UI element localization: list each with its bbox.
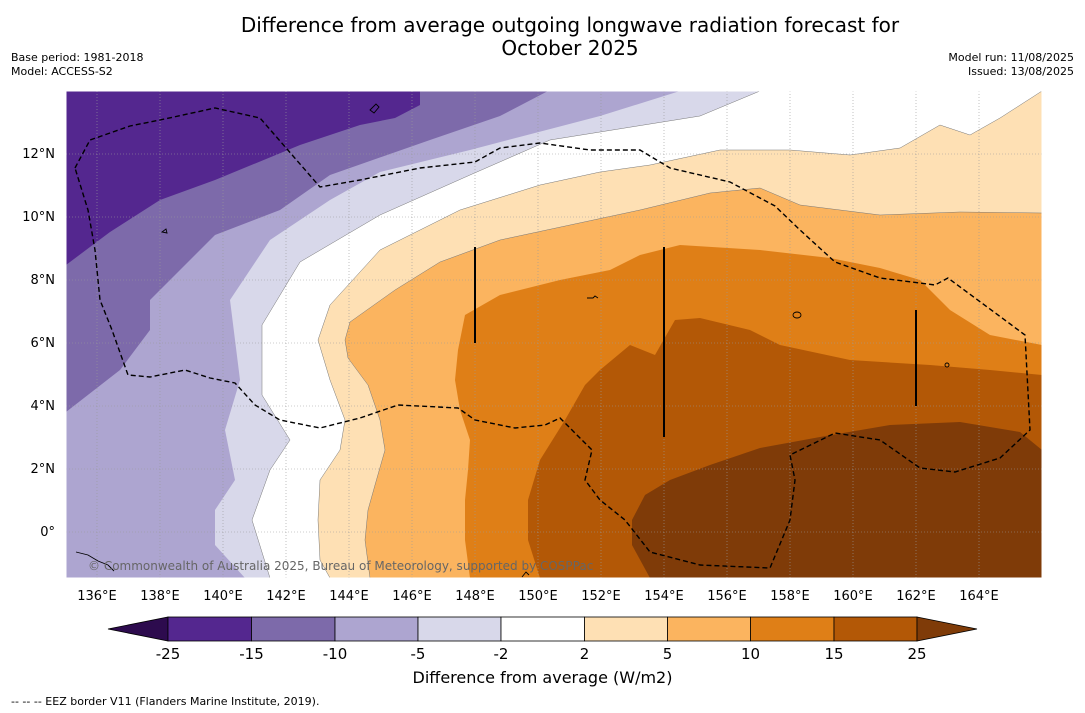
lon-tick-labels: 136°E 138°E 140°E 142°E 144°E 146°E 148°… (77, 589, 999, 604)
eez-border (74, 107, 1031, 569)
meta-right: Model run: 11/08/2025 Issued: 13/08/2025 (948, 51, 1074, 79)
lon-tick-label: 136°E (77, 589, 117, 604)
contour-band-neg-15-to-neg-25 (66, 91, 420, 265)
lon-tick-label: 146°E (392, 589, 432, 604)
contour-edges (251, 91, 1042, 578)
lon-tick-label: 142°E (266, 589, 306, 604)
lon-tick-label: 154°E (644, 589, 684, 604)
colorbar-tick-label: 10 (741, 645, 760, 663)
contour-band-above-25 (632, 422, 1042, 578)
lon-tick-label: 160°E (833, 589, 873, 604)
base-period: Base period: 1981-2018 (11, 51, 144, 64)
meta-left: Base period: 1981-2018 Model: ACCESS-S2 (11, 51, 143, 79)
colorbar-tick-label: 25 (907, 645, 926, 663)
colorbar-tick-label: -2 (494, 645, 509, 663)
lon-tick-label: 156°E (707, 589, 747, 604)
model-run: Model run: 11/08/2025 (948, 51, 1074, 64)
colorbar-tick-label: 5 (663, 645, 673, 663)
title-line-1: Difference from average outgoing longwav… (240, 13, 900, 37)
colorbar-title: Difference from average (W/m2) (412, 668, 673, 687)
chart-title: Difference from average outgoing longwav… (150, 14, 990, 60)
vertical-markers (474, 247, 917, 437)
map-frame (65, 90, 1043, 579)
gridlines (66, 91, 1042, 578)
eez-legend-footnote: -- -- -- EEZ border V11 (Flanders Marine… (11, 695, 320, 708)
colorbar-bin (667, 616, 751, 642)
colorbar-bin (500, 616, 585, 642)
colorbar-tick-label: -25 (156, 645, 181, 663)
lon-tick-label: 144°E (329, 589, 369, 604)
islands (75, 103, 950, 578)
colorbar: -25 -15 -10 -5 -2 2 5 10 15 25 (107, 616, 978, 663)
issued-date: Issued: 13/08/2025 (967, 65, 1074, 78)
lat-tick-label: 12°N (22, 147, 55, 162)
colorbar-ticks: -25 -15 -10 -5 -2 2 5 10 15 25 (156, 645, 927, 663)
colorbar-tick-label: 2 (580, 645, 590, 663)
lat-tick-label: 4°N (31, 399, 56, 414)
copyright-notice: © Commonwealth of Australia 2025, Bureau… (88, 559, 593, 573)
colorbar-bin (167, 616, 252, 642)
colorbar-tick-label: 15 (824, 645, 843, 663)
colorbar-bin (833, 616, 918, 642)
map-plot-area: © Commonwealth of Australia 2025, Bureau… (66, 91, 1042, 578)
lat-tick-label: 6°N (31, 336, 56, 351)
colorbar-bin (750, 616, 835, 642)
colorbar-extend-low (107, 616, 169, 642)
lon-tick-label: 164°E (959, 589, 999, 604)
lon-tick-label: 152°E (581, 589, 621, 604)
colorbar-bin (251, 616, 336, 642)
lat-tick-label: 8°N (31, 273, 56, 288)
colorbar-tick-label: -15 (239, 645, 264, 663)
lon-tick-label: 140°E (203, 589, 243, 604)
lat-tick-label: 2°N (31, 462, 56, 477)
lon-tick-label: 150°E (518, 589, 558, 604)
lat-tick-labels: 12°N 10°N 8°N 6°N 4°N 2°N 0° (22, 147, 55, 540)
lat-tick-label: 0° (40, 525, 55, 540)
colorbar-extend-high (916, 616, 978, 642)
lon-tick-label: 148°E (455, 589, 495, 604)
lon-tick-label: 162°E (896, 589, 936, 604)
lon-tick-label: 158°E (770, 589, 810, 604)
colorbar-bin (334, 616, 419, 642)
colorbar-bin (584, 616, 668, 642)
lon-tick-label: 138°E (140, 589, 180, 604)
colorbar-tick-label: -10 (323, 645, 348, 663)
colorbar-bin (417, 616, 502, 642)
colorbar-tick-label: -5 (411, 645, 426, 663)
lat-tick-label: 10°N (22, 210, 55, 225)
title-line-2: October 2025 (501, 36, 639, 60)
model-name: Model: ACCESS-S2 (11, 65, 113, 78)
